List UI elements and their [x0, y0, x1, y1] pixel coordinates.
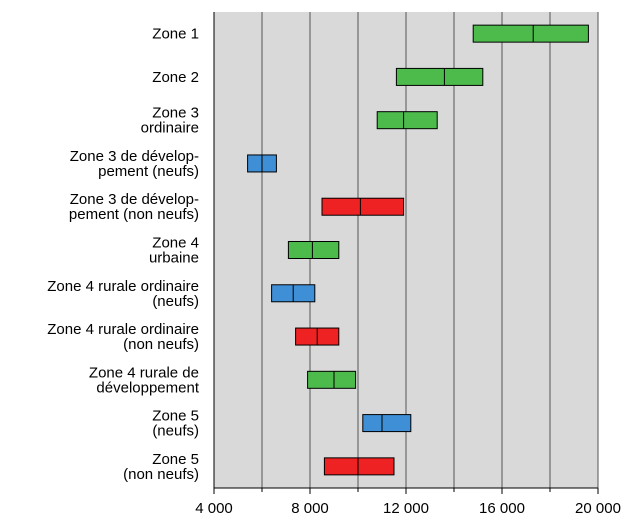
category-label-line: pement (neufs)	[98, 163, 199, 180]
category-label-line: Zone 3 de dévelop-	[70, 191, 199, 208]
range-bar	[472, 24, 589, 43]
category-labels: Zone 1 Zone 2 Zone 3 ordinaire Zone 3 de dév…	[47, 26, 200, 483]
category-label-line: (neufs)	[152, 293, 199, 310]
range-bar-box	[376, 111, 438, 130]
range-bar-box	[362, 414, 412, 433]
range-bar	[271, 284, 316, 303]
category-label-line: Zone 2	[152, 69, 199, 86]
category-label: Zone 5 (neufs)	[152, 408, 199, 440]
category-label-line: Zone 3	[152, 105, 199, 122]
category-label: Zone 3 ordinaire	[141, 105, 199, 137]
category-label: Zone 4 rurale ordinaire (neufs)	[47, 278, 199, 310]
x-tick-label: 16 000	[479, 500, 525, 517]
category-label-line: Zone 4 rurale de	[89, 364, 199, 381]
category-label: Zone 4 rurale de développement	[89, 364, 200, 396]
category-label-line: Zone 5	[152, 451, 199, 468]
category-label-line: Zone 4	[152, 235, 199, 252]
range-bar-box	[323, 457, 395, 476]
range-bars	[247, 24, 589, 476]
category-label-line: (non neufs)	[123, 336, 199, 353]
range-bar-box	[287, 241, 340, 259]
category-label-line: (neufs)	[152, 423, 199, 440]
category-label-line: pement (non neufs)	[69, 206, 199, 223]
range-bar	[376, 111, 438, 130]
x-tick-label: 4 000	[195, 500, 233, 517]
category-label: Zone 4 urbaine	[149, 235, 199, 267]
range-bar-box	[472, 24, 589, 43]
category-label: Zone 4 rurale ordinaire (non neufs)	[47, 321, 199, 353]
category-label: Zone 1	[152, 26, 199, 43]
range-bar-box	[321, 197, 405, 216]
range-bar	[321, 197, 405, 216]
x-tick-label: 8 000	[291, 500, 329, 517]
range-bar	[287, 241, 340, 259]
range-bar	[362, 414, 412, 433]
range-bar-box	[307, 370, 357, 389]
category-label-line: développement	[96, 379, 199, 396]
category-label: Zone 2	[152, 69, 199, 86]
range-bar	[247, 154, 277, 173]
range-bar-box	[395, 67, 484, 86]
category-label-line: ordinaire	[141, 120, 199, 137]
category-label: Zone 5 (non neufs)	[123, 451, 199, 483]
range-bar	[323, 457, 395, 476]
range-bar	[395, 67, 484, 86]
x-axis: 4 000 8 000 12 000 16 000 20 000	[195, 487, 621, 517]
category-label-line: Zone 4 rurale ordinaire	[47, 278, 199, 295]
category-label-line: Zone 5	[152, 408, 199, 425]
category-label-line: Zone 1	[152, 26, 199, 43]
category-label-line: urbaine	[149, 250, 199, 267]
x-tick-label: 12 000	[383, 500, 429, 517]
category-label: Zone 3 de dévelop-pement (neufs)	[70, 148, 199, 180]
category-label: Zone 3 de dévelop-pement (non neufs)	[69, 191, 199, 223]
range-bar	[295, 327, 340, 346]
category-label-line: (non neufs)	[123, 466, 199, 483]
category-label-line: Zone 4 rurale ordinaire	[47, 321, 199, 338]
x-tick-label: 20 000	[575, 500, 621, 517]
category-label-line: Zone 3 de dévelop-	[70, 148, 199, 165]
range-bar	[307, 370, 357, 389]
